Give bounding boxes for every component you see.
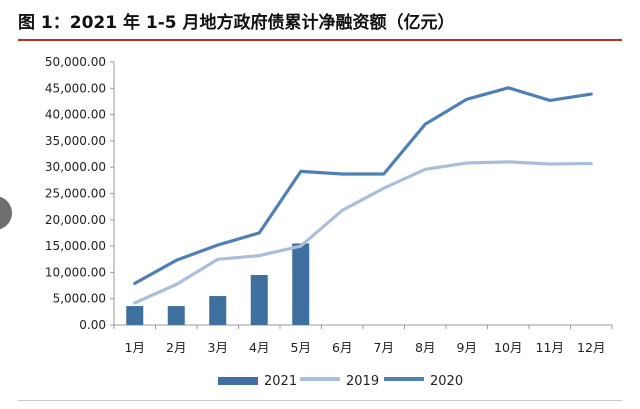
legend-label-2020: 2020 xyxy=(430,374,463,389)
bar-2021 xyxy=(292,243,310,325)
y-tick-label: 10,000.00 xyxy=(45,265,106,279)
x-tick-label: 4月 xyxy=(249,340,269,355)
x-tick-label: 2月 xyxy=(166,340,186,355)
bar-2021 xyxy=(250,275,268,325)
y-tick-label: 5,000.00 xyxy=(53,292,106,306)
legend-swatch-2019 xyxy=(300,377,340,381)
legend-swatch-2021 xyxy=(218,377,258,385)
y-tick-label: 45,000.00 xyxy=(45,81,106,95)
chart-title: 图 1：2021 年 1-5 月地方政府债累计净融资额（亿元） xyxy=(18,13,455,33)
y-tick-label: 25,000.00 xyxy=(45,187,106,201)
x-tick-label: 8月 xyxy=(415,340,435,355)
x-tick-label: 9月 xyxy=(457,340,477,355)
title-underline xyxy=(18,39,622,41)
x-tick-label: 3月 xyxy=(208,340,228,355)
x-tick-label: 5月 xyxy=(291,340,311,355)
legend-swatch-2020 xyxy=(384,377,424,381)
y-tick-label: 50,000.00 xyxy=(45,55,106,69)
y-tick-label: 0.00 xyxy=(79,318,106,332)
y-tick-label: 30,000.00 xyxy=(45,160,106,174)
y-tick-label: 35,000.00 xyxy=(45,134,106,148)
line-series-2020 xyxy=(133,86,593,285)
legend-label-2019: 2019 xyxy=(346,374,379,389)
bar-2021 xyxy=(209,296,227,325)
bar-2021 xyxy=(126,306,144,325)
x-tick-label: 12月 xyxy=(577,340,605,355)
x-tick-label: 7月 xyxy=(374,340,394,355)
bottom-divider xyxy=(18,400,622,401)
y-tick-label: 15,000.00 xyxy=(45,239,106,253)
bar-2021 xyxy=(167,306,185,325)
legend-label-2021: 2021 xyxy=(264,374,297,389)
x-tick-label: 11月 xyxy=(536,340,564,355)
x-tick-label: 6月 xyxy=(332,340,352,355)
x-tick-label: 1月 xyxy=(125,340,145,355)
scroll-handle[interactable] xyxy=(0,196,12,230)
line-series-2019 xyxy=(133,160,593,305)
y-tick-label: 40,000.00 xyxy=(45,108,106,122)
y-tick-label: 20,000.00 xyxy=(45,213,106,227)
x-tick-label: 10月 xyxy=(494,340,522,355)
